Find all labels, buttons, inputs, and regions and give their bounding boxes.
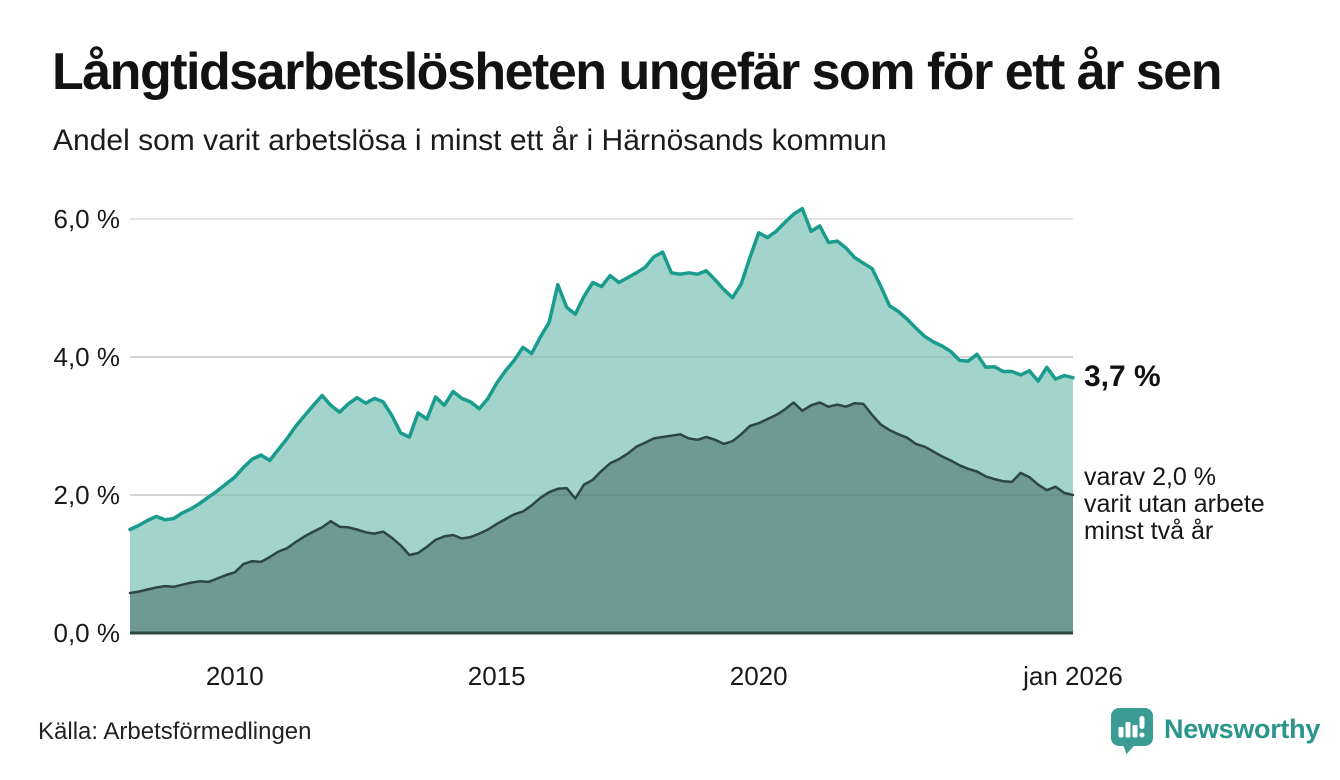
- newsworthy-logo: Newsworthy: [1110, 707, 1320, 755]
- series-2-area: [130, 402, 1073, 633]
- x-tick-label: 2015: [467, 661, 526, 691]
- page-title: Långtidsarbetslösheten ungefär som för e…: [52, 43, 1222, 101]
- x-tick-label: 2020: [729, 661, 788, 691]
- y-tick-label: 2,0 %: [53, 480, 121, 510]
- page-subtitle: Andel som varit arbetslösa i minst ett å…: [53, 124, 887, 157]
- y-tick-label: 0,0 %: [53, 618, 121, 648]
- newsworthy-wordmark: Newsworthy: [1164, 713, 1321, 744]
- series1-end-value-label: 3,7 %: [1084, 359, 1161, 393]
- y-tick-label: 4,0 %: [53, 342, 121, 372]
- x-tick-label: 2010: [205, 661, 264, 691]
- series2-end-note-line: minst två år: [1084, 517, 1214, 545]
- newsworthy-bubble-icon: [1111, 708, 1153, 754]
- source-credit: Källa: Arbetsförmedlingen: [38, 718, 312, 745]
- series2-end-note-line: varav 2,0 %: [1084, 463, 1217, 491]
- x-tick-label: jan 2026: [1023, 661, 1123, 691]
- series-2-line: [128, 401, 1075, 595]
- series-1-line: [128, 206, 1075, 532]
- series2-end-note: varav 2,0 % varit utan arbete minst två …: [1084, 464, 1265, 545]
- y-tick-label: 6,0 %: [53, 204, 121, 234]
- series2-end-note-line: varit utan arbete: [1084, 490, 1265, 518]
